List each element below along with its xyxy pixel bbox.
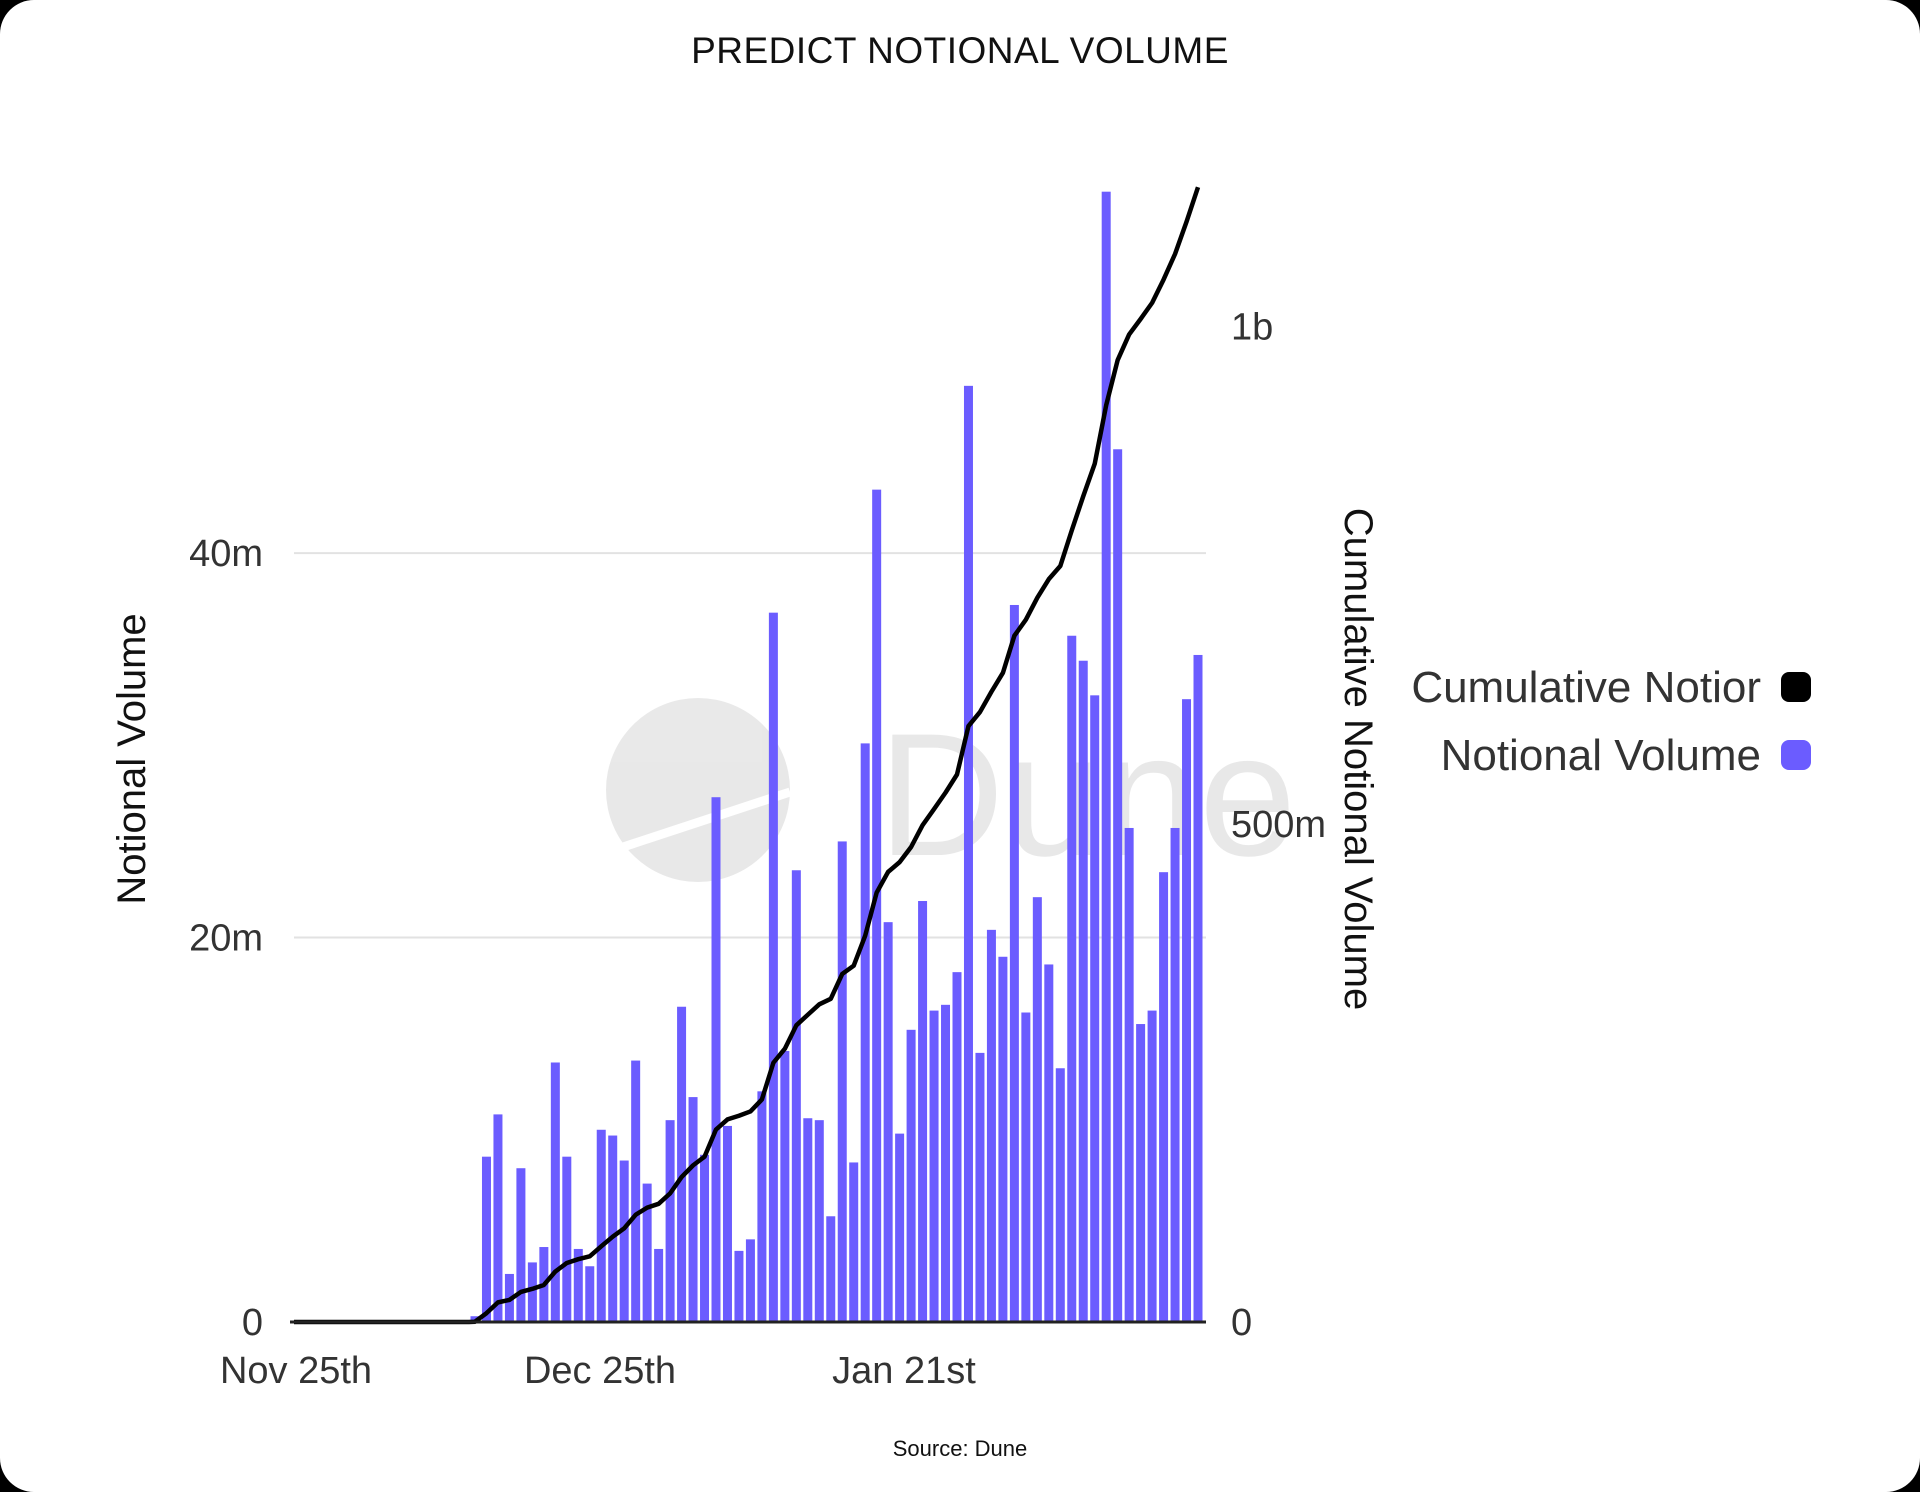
- x-tick-label: Nov 25th: [220, 1350, 372, 1392]
- y-tick-label: 0: [242, 1302, 263, 1344]
- y-tick-label: 20m: [189, 918, 263, 960]
- bar: [608, 1135, 618, 1322]
- bar: [1170, 827, 1180, 1322]
- bar: [963, 385, 973, 1323]
- bar: [493, 1114, 503, 1322]
- x-tick-label: Dec 25th: [524, 1350, 676, 1392]
- dune-logo-stripe: [618, 787, 792, 853]
- bar: [654, 1248, 664, 1322]
- bar: [550, 1062, 560, 1322]
- bar: [849, 1162, 859, 1322]
- cumulative-line: [294, 186, 1201, 1325]
- bar: [757, 1091, 767, 1322]
- bar: [677, 1006, 687, 1322]
- bar: [642, 1183, 652, 1322]
- y-right-tick-label: 500m: [1231, 804, 1326, 846]
- bar: [872, 489, 882, 1322]
- bar: [1182, 699, 1192, 1322]
- bar: [826, 1216, 836, 1322]
- bar: [585, 1266, 595, 1322]
- bar: [596, 1129, 606, 1322]
- bar: [941, 1004, 951, 1322]
- bar: [700, 1154, 710, 1322]
- bar: [814, 1120, 824, 1322]
- bar: [516, 1168, 526, 1322]
- bar: [1078, 660, 1088, 1322]
- bar: [573, 1248, 583, 1322]
- bar: [1067, 635, 1077, 1322]
- legend-label: Notional Volume: [1441, 731, 1761, 780]
- bar: [745, 1239, 755, 1322]
- y-tick-label: 40m: [189, 533, 263, 575]
- bar: [895, 1133, 905, 1322]
- bar: [1009, 604, 1019, 1322]
- chart-title: PREDICT NOTIONAL VOLUME: [691, 30, 1229, 71]
- source-note: Source: Dune: [892, 1436, 1028, 1461]
- bar: [527, 1262, 537, 1322]
- bar: [722, 1125, 732, 1322]
- x-tick-label: Jan 21st: [832, 1350, 976, 1392]
- bar: [688, 1097, 698, 1322]
- bar: [1055, 1068, 1065, 1322]
- bar: [481, 1156, 491, 1322]
- bar: [1101, 191, 1111, 1322]
- bar: [1113, 449, 1123, 1322]
- bar: [734, 1250, 744, 1322]
- bar: [619, 1160, 629, 1322]
- bar: [883, 922, 893, 1322]
- legend-swatch: [1781, 672, 1811, 702]
- bar: [1136, 1024, 1146, 1322]
- bar: [837, 841, 847, 1322]
- bar: [860, 743, 870, 1322]
- bar: [986, 929, 996, 1322]
- bar: [1193, 654, 1203, 1322]
- bar: [929, 1010, 939, 1322]
- bar: [998, 956, 1008, 1322]
- bar: [562, 1156, 572, 1322]
- bar: [780, 1050, 790, 1322]
- bar: [952, 972, 962, 1322]
- bar: [665, 1120, 675, 1322]
- bar: [711, 797, 721, 1322]
- dune-logo-icon: [606, 698, 790, 882]
- y-right-axis-title: Cumulative Notional Volume: [1336, 508, 1380, 1010]
- y-right-tick-label: 1b: [1231, 306, 1273, 348]
- bar: [1090, 695, 1100, 1322]
- bar: [918, 901, 928, 1322]
- bar: [1159, 872, 1169, 1322]
- bar: [906, 1029, 916, 1322]
- y-axis-title: Notional Volume: [110, 613, 154, 904]
- legend-swatch: [1781, 740, 1811, 770]
- bar: [803, 1118, 813, 1322]
- bar: [791, 870, 801, 1322]
- bar: [1044, 964, 1054, 1322]
- legend-label: Cumulative Notior: [1411, 663, 1761, 712]
- bar: [1124, 827, 1134, 1322]
- dune-watermark: Dune: [606, 698, 1296, 893]
- bar: [975, 1052, 985, 1322]
- bar: [1032, 897, 1042, 1322]
- y-right-tick-label: 0: [1231, 1302, 1252, 1344]
- bar: [631, 1060, 641, 1322]
- bar: [1021, 1012, 1031, 1322]
- bar: [768, 612, 778, 1322]
- bar: [1147, 1010, 1157, 1322]
